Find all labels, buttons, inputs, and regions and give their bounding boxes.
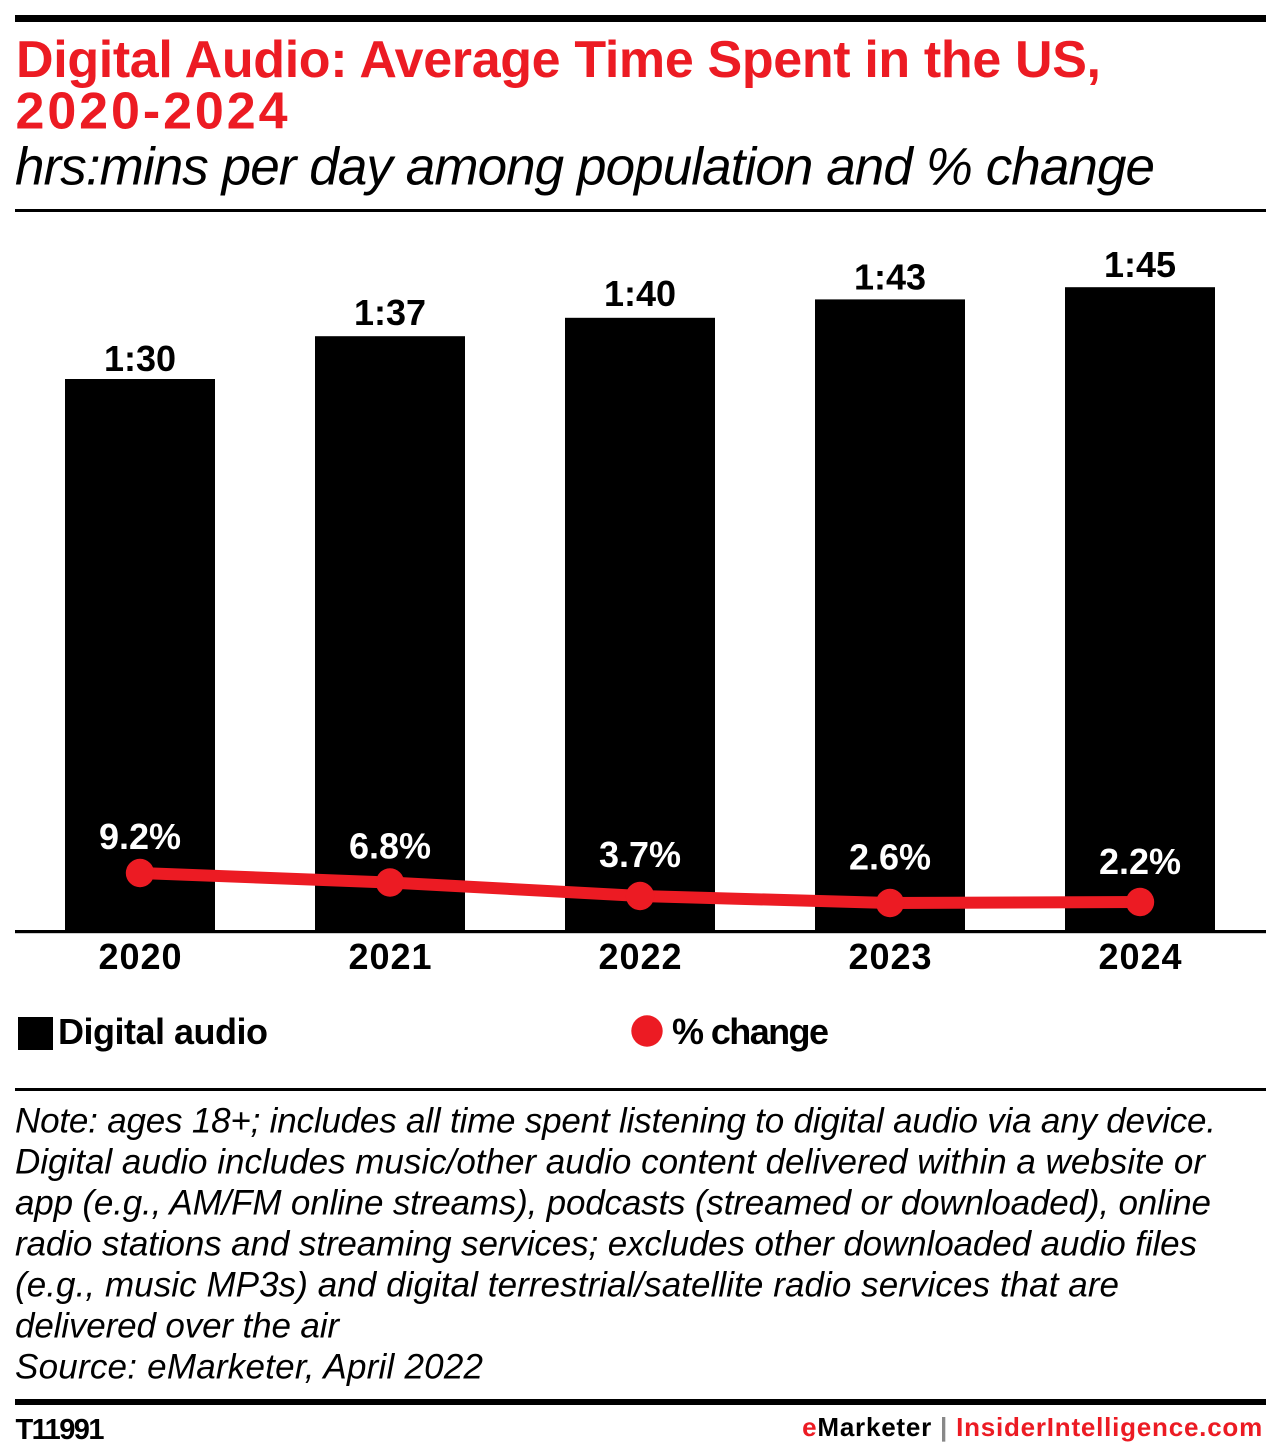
svg-text:app (e.g., AM/FM online stream: app (e.g., AM/FM online streams), podcas… bbox=[15, 1184, 1211, 1223]
svg-text:1:43: 1:43 bbox=[854, 257, 926, 298]
svg-text:Digital audio includes music/o: Digital audio includes music/other audio… bbox=[15, 1143, 1206, 1182]
svg-text:2020: 2020 bbox=[99, 936, 182, 977]
svg-text:1:37: 1:37 bbox=[354, 292, 426, 333]
svg-text:hrs:mins per day among populat: hrs:mins per day among population and % … bbox=[15, 138, 1155, 197]
svg-text:2.2%: 2.2% bbox=[1099, 841, 1181, 882]
svg-text:3.7%: 3.7% bbox=[599, 834, 681, 875]
svg-text:Digital Audio: Average Time Sp: Digital Audio: Average Time Spent in the… bbox=[16, 31, 1101, 89]
svg-text:2023: 2023 bbox=[849, 936, 932, 977]
svg-text:1:30: 1:30 bbox=[104, 338, 176, 379]
svg-text:1:40: 1:40 bbox=[604, 273, 676, 314]
svg-text:(e.g., music MP3s) and digital: (e.g., music MP3s) and digital terrestri… bbox=[15, 1266, 1119, 1305]
svg-text:radio stations and streaming s: radio stations and streaming services; e… bbox=[15, 1225, 1197, 1264]
svg-text:% change: % change bbox=[672, 1011, 829, 1052]
svg-text:2022: 2022 bbox=[599, 936, 682, 977]
svg-text:2024: 2024 bbox=[1099, 936, 1182, 977]
svg-text:1:45: 1:45 bbox=[1104, 244, 1176, 285]
svg-text:2020-2024: 2020-2024 bbox=[16, 83, 288, 141]
svg-text:Note: ages 18+; includes all t: Note: ages 18+; includes all time spent … bbox=[15, 1102, 1216, 1141]
svg-text:delivered over the air: delivered over the air bbox=[15, 1307, 340, 1346]
svg-text:2.6%: 2.6% bbox=[849, 837, 931, 878]
svg-text:2021: 2021 bbox=[349, 936, 432, 977]
svg-text:6.8%: 6.8% bbox=[349, 826, 431, 867]
svg-text:Digital audio: Digital audio bbox=[58, 1011, 268, 1052]
svg-text:Source: eMarketer, April 2022: Source: eMarketer, April 2022 bbox=[15, 1348, 483, 1387]
svg-text:9.2%: 9.2% bbox=[99, 816, 181, 857]
svg-text:T11991: T11991 bbox=[16, 1414, 105, 1446]
svg-text:eMarketer | InsiderIntelligenc: eMarketer | InsiderIntelligence.com bbox=[802, 1412, 1263, 1442]
